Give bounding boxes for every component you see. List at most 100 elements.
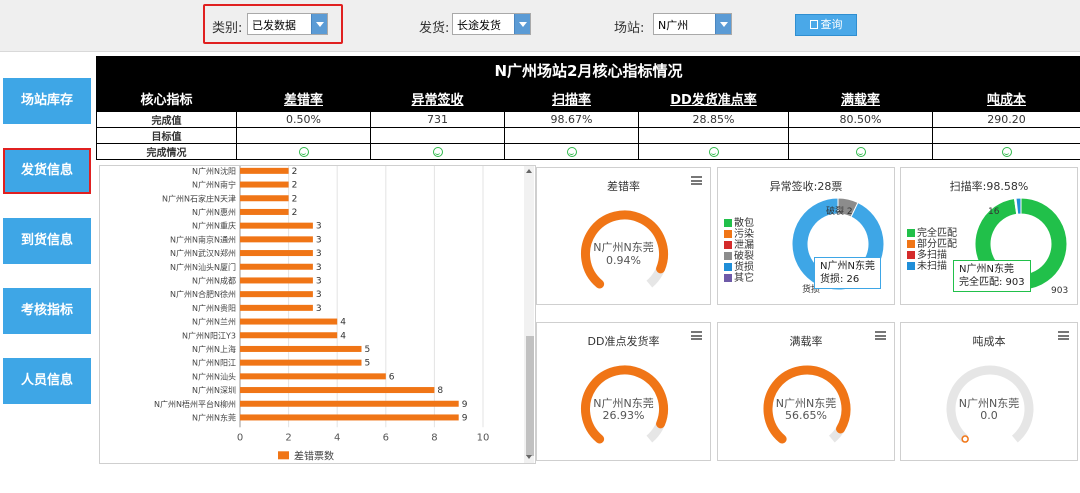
bar[interactable] xyxy=(240,208,289,215)
sidebar-item-shipping-info[interactable]: 发货信息 xyxy=(3,148,91,194)
gauge xyxy=(581,210,668,289)
table-cell: 28.85% xyxy=(638,111,789,128)
bar[interactable] xyxy=(240,236,313,243)
bar[interactable] xyxy=(240,277,313,284)
kpi-column-header: DD发货准点率 xyxy=(638,84,789,112)
scroll-up-arrow-icon[interactable] xyxy=(526,169,532,173)
menu-icon[interactable] xyxy=(691,331,702,340)
shipping-select[interactable]: 长途发货 xyxy=(452,13,531,35)
bar[interactable] xyxy=(240,318,338,325)
legend-swatch xyxy=(724,230,732,238)
bar[interactable] xyxy=(240,250,313,257)
card-title: 扫描率:98.58% xyxy=(949,180,1029,193)
sidebar-item-label: 人员信息 xyxy=(20,373,73,388)
legend-item[interactable]: 未扫描 xyxy=(907,261,957,272)
scroll-down-arrow-icon[interactable] xyxy=(526,455,532,459)
pie-slice[interactable] xyxy=(1015,197,1022,215)
scrollbar[interactable] xyxy=(524,166,534,463)
legend-item[interactable]: 多扫描 xyxy=(907,250,957,261)
menu-icon[interactable] xyxy=(691,176,702,185)
table-cell: 80.50% xyxy=(788,111,933,128)
table-cell xyxy=(504,127,639,144)
category-label: N广州N贵阳 xyxy=(192,303,236,313)
sidebar-item-station-inventory[interactable]: 场站库存 xyxy=(3,78,91,124)
scrollbar-thumb[interactable] xyxy=(526,336,534,456)
chevron-down-icon[interactable] xyxy=(715,14,731,34)
bar[interactable] xyxy=(240,345,362,352)
data-label: 3 xyxy=(316,222,322,232)
sidebar-item-assessment[interactable]: 考核指标 xyxy=(3,288,91,334)
legend-swatch xyxy=(907,240,915,248)
legend-swatch xyxy=(724,241,732,249)
table-cell: 731 xyxy=(370,111,505,128)
smile-icon xyxy=(708,147,719,157)
category-label: N广州N武汉N郑州 xyxy=(170,248,236,258)
bar[interactable] xyxy=(240,332,338,339)
legend-swatch xyxy=(907,262,915,270)
bar[interactable] xyxy=(240,387,435,394)
smile-icon xyxy=(432,147,443,157)
data-label: 9 xyxy=(462,413,468,423)
legend-label: 其它 xyxy=(734,273,754,284)
legend-item[interactable]: 其它 xyxy=(724,273,754,284)
data-label: 2 xyxy=(292,181,298,191)
menu-icon[interactable] xyxy=(875,331,886,340)
bar[interactable] xyxy=(240,373,386,380)
legend-item[interactable]: 部分匹配 xyxy=(907,239,957,250)
table-row: 完成值 0.50% 731 98.67% 28.85% 80.50% 290.2… xyxy=(96,111,1080,128)
tick-label: 4 xyxy=(334,432,340,443)
bar[interactable] xyxy=(240,304,313,311)
bar[interactable] xyxy=(240,291,313,298)
legend-item[interactable]: 泄漏 xyxy=(724,240,754,251)
legend-label: 多扫描 xyxy=(917,250,947,261)
table-cell xyxy=(370,127,505,144)
row-label: 目标值 xyxy=(96,127,237,144)
legend-label: 泄漏 xyxy=(734,240,754,251)
category-label: N广州N梧州平台N柳州 xyxy=(154,399,236,409)
main-panel: N广州场站2月核心指标情况 核心指标 差错率 异常签收 扫描率 DD发货准点率 … xyxy=(96,56,1080,493)
legend-swatch xyxy=(907,229,915,237)
legend-swatch xyxy=(724,263,732,271)
legend-label: 货损 xyxy=(734,262,754,273)
category-label: N广州N南京N通州 xyxy=(170,234,236,244)
kpi-table: N广州场站2月核心指标情况 核心指标 差错率 异常签收 扫描率 DD发货准点率 … xyxy=(96,56,1080,160)
sidebar-item-personnel[interactable]: 人员信息 xyxy=(3,358,91,404)
legend-item[interactable]: 破裂 xyxy=(724,251,754,262)
category-label: N广州N重庆 xyxy=(192,221,236,231)
legend-item[interactable]: 散包 xyxy=(724,218,754,229)
legend-item[interactable]: 完全匹配 xyxy=(907,228,957,239)
menu-icon[interactable] xyxy=(1058,331,1069,340)
legend-item[interactable]: 污染 xyxy=(724,229,754,240)
legend-item[interactable]: 货损 xyxy=(724,262,754,273)
sidebar-item-label: 发货信息 xyxy=(20,163,73,178)
bar[interactable] xyxy=(240,263,313,270)
status-cell xyxy=(932,143,1080,160)
bar[interactable] xyxy=(240,400,459,407)
category-label: N广州N沈阳 xyxy=(192,166,236,176)
abnormal-signoff-card: 异常签收:28票 破裂 2 货损 散包 污染 泄漏 破裂 货损 其它 N广州N东莞 货损: … xyxy=(717,167,895,305)
table-cell xyxy=(932,127,1080,144)
category-select[interactable]: 已发数据 xyxy=(247,13,328,35)
gauge-label: N广州N东莞 xyxy=(593,241,654,254)
table-cell xyxy=(236,127,371,144)
chevron-down-icon[interactable] xyxy=(514,14,530,34)
bar[interactable] xyxy=(240,195,289,202)
station-select[interactable]: N广州 xyxy=(653,13,732,35)
tooltip-title: N广州N东莞 xyxy=(820,261,875,272)
status-cell xyxy=(236,143,371,160)
chevron-down-icon[interactable] xyxy=(311,14,327,34)
legend-label[interactable]: 差错票数 xyxy=(294,449,334,462)
category-highlight-box xyxy=(203,4,343,44)
error-count-bar-chart: 0 2 4 6 8 10 N广州N沈阳 2 N广州N南宁 2 N广州N石家庄N天津 2 N广州N惠州 2 N… xyxy=(154,166,489,462)
bar[interactable] xyxy=(240,222,313,229)
bar[interactable] xyxy=(240,181,289,188)
sidebar-item-arrival-info[interactable]: 到货信息 xyxy=(3,218,91,264)
gauge-value: 0.0 xyxy=(980,409,998,422)
bar[interactable] xyxy=(240,167,289,174)
sidebar: 场站库存 发货信息 到货信息 考核指标 人员信息 xyxy=(0,52,96,493)
bar[interactable] xyxy=(240,414,459,421)
data-label: 5 xyxy=(365,359,371,369)
bar[interactable] xyxy=(240,359,362,366)
legend-swatch[interactable] xyxy=(278,451,289,460)
query-button[interactable]: 查询 xyxy=(795,14,857,36)
